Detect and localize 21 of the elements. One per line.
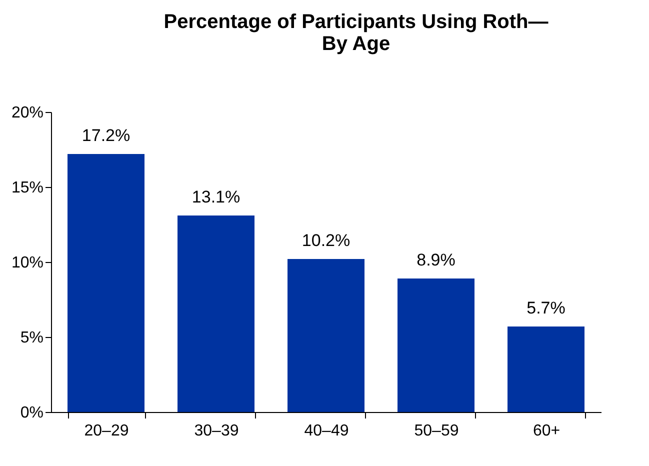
bar — [178, 216, 254, 412]
y-tick-label: 15% — [11, 180, 44, 196]
bar — [68, 154, 144, 412]
bar — [508, 326, 584, 412]
y-tick-label: 5% — [20, 330, 44, 346]
data-label: 5.7% — [526, 298, 566, 318]
data-label: 10.2% — [302, 231, 350, 250]
y-tick-label: 0% — [20, 404, 44, 422]
y-tick-label: 20% — [11, 104, 44, 122]
x-tick-label: 20–29 — [84, 422, 129, 440]
x-tick-label: 60+ — [532, 422, 560, 440]
x-tick-label: 40–49 — [304, 422, 349, 440]
data-label: 8.9% — [416, 250, 456, 270]
bar — [398, 278, 474, 412]
x-tick-label: 30–39 — [194, 422, 239, 440]
data-label: 17.2% — [82, 126, 130, 145]
bar — [288, 259, 364, 412]
chart-title: Percentage of Participants Using Roth— By Age — [164, 11, 548, 55]
data-label: 13.1% — [192, 188, 240, 206]
y-tick-label: 10% — [11, 254, 44, 272]
x-tick-label: 50–59 — [414, 422, 459, 440]
